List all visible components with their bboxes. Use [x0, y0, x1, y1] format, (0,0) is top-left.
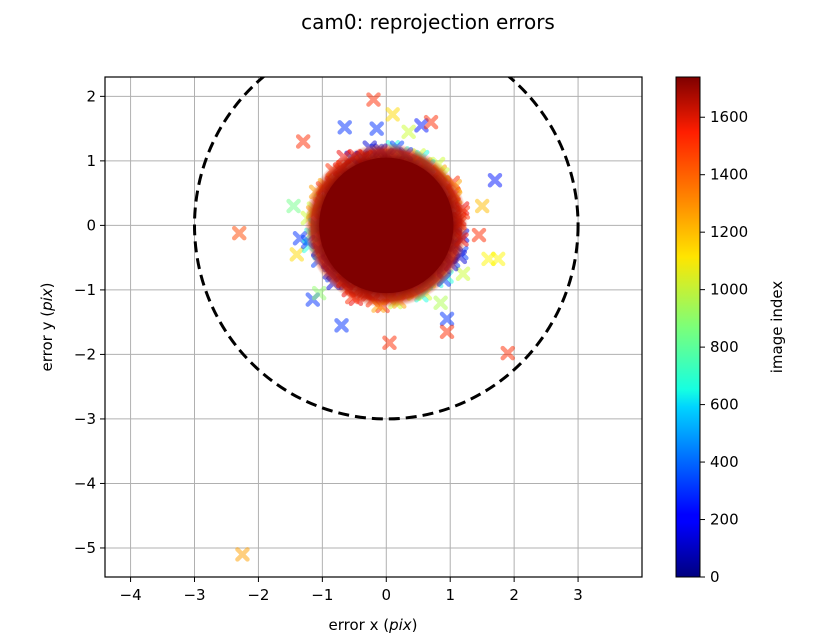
y-axis-label: error y (pix): [38, 282, 56, 371]
error-point: [369, 121, 384, 136]
y-tick-label: 1: [86, 152, 96, 170]
colorbar-tick-label: 600: [710, 396, 739, 414]
error-point: [439, 324, 455, 340]
error-point: [289, 247, 305, 262]
error-point: [382, 335, 397, 351]
error-point: [311, 285, 327, 301]
error-point: [487, 172, 503, 188]
y-tick-label: −2: [74, 345, 96, 363]
y-tick-label: 0: [86, 216, 96, 234]
y-tick-label: 2: [86, 87, 96, 105]
error-point: [474, 198, 490, 214]
colorbar-tick-label: 1600: [710, 108, 748, 126]
y-tick-label: −5: [74, 539, 96, 557]
colorbar-tick-label: 1000: [710, 281, 748, 299]
error-point: [334, 318, 349, 333]
colorbar-tick-label: 800: [710, 338, 739, 356]
colorbar-tick-label: 1200: [710, 223, 748, 241]
colorbar-ticks: 0 200 400 600 800 1000 1200 1400 1600: [700, 108, 748, 586]
error-cluster-core: [319, 157, 454, 294]
error-point: [500, 345, 515, 361]
y-tick-label: −1: [74, 281, 96, 299]
x-tick-label: 0: [382, 586, 392, 604]
error-point: [295, 134, 311, 149]
y-tick-label: −4: [74, 474, 96, 492]
x-tick-label: −2: [247, 586, 269, 604]
error-point: [366, 92, 381, 107]
x-tick-label: −3: [183, 586, 205, 604]
x-tick-label: −4: [120, 586, 142, 604]
x-tick-label: 3: [573, 586, 583, 604]
colorbar-tick-label: 1400: [710, 166, 748, 184]
plot-frame: [104, 76, 643, 578]
error-point: [433, 295, 448, 311]
colorbar: [675, 76, 701, 578]
plot-area: [193, 77, 580, 562]
axis-ticks: −4 −3 −2 −1 0 1 2 3 2 1 0 −1 −2 −3 −4 −5: [74, 87, 583, 604]
error-point: [235, 547, 250, 562]
colorbar-tick-label: 400: [710, 453, 739, 471]
error-point: [232, 225, 247, 241]
error-circle: [193, 77, 580, 421]
y-tick-label: −3: [74, 410, 96, 428]
x-tick-label: −1: [311, 586, 333, 604]
error-point: [439, 311, 455, 327]
colorbar-label: image index: [768, 281, 786, 374]
error-point: [471, 227, 487, 243]
error-point: [286, 198, 301, 214]
error-point: [455, 266, 471, 282]
x-axis-label: error x (pix): [328, 616, 417, 634]
error-point: [481, 251, 496, 267]
chart-title: cam0: reprojection errors: [301, 10, 555, 34]
x-tick-label: 1: [445, 586, 455, 604]
colorbar-tick-label: 0: [710, 568, 720, 586]
error-point: [337, 120, 352, 135]
error-point: [385, 107, 400, 122]
colorbar-tick-label: 200: [710, 511, 739, 529]
x-tick-label: 2: [509, 586, 519, 604]
error-point: [423, 114, 439, 130]
error-point: [401, 124, 416, 140]
